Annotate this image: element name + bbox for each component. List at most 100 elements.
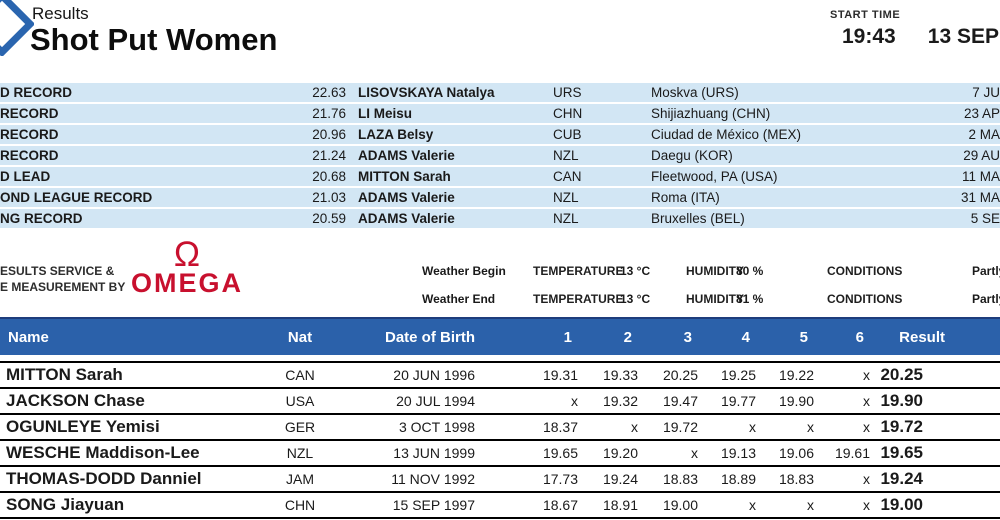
record-mark: 20.59	[312, 211, 346, 226]
attempt-5: x	[807, 497, 814, 513]
record-athlete: ADAMS Valerie	[358, 211, 455, 226]
omega-symbol-icon: Ω	[173, 235, 201, 274]
record-athlete: MITTON Sarah	[358, 169, 451, 184]
conditions-label: CONDITIONS	[827, 264, 903, 278]
page-header: Results Shot Put Women START TIME 19:43 …	[0, 0, 1000, 78]
attempt-3: 19.72	[662, 419, 698, 435]
results-table-header: Name Nat Date of Birth 1 2 3 4 5 6 Resul…	[0, 317, 1000, 355]
humidity-value: 80 %	[736, 264, 764, 278]
column-header-attempt-5: 5	[799, 328, 808, 346]
attempt-2: 19.32	[602, 393, 638, 409]
start-time-value: 19:43	[842, 25, 896, 48]
record-label: OND LEAGUE RECORD	[0, 190, 153, 205]
table-row: THOMAS-DODD Danniel JAM 11 NOV 1992 17.7…	[0, 465, 1000, 491]
best-result: 19.24	[880, 469, 923, 488]
column-header-attempt-2: 2	[623, 328, 632, 346]
record-nat: CHN	[553, 106, 583, 121]
humidity-label: HUMIDITY	[686, 264, 744, 278]
attempt-2: 19.24	[602, 471, 638, 487]
weather-begin-label: Weather Begin	[422, 264, 506, 278]
table-row: JACKSON Chase USA 20 JUL 1994 x 19.32 19…	[0, 387, 1000, 413]
athlete-nat: CHN	[284, 497, 316, 513]
attempt-1: x	[571, 393, 578, 409]
conditions-label: CONDITIONS	[827, 292, 903, 306]
record-date: 7 JU	[972, 85, 1000, 100]
record-nat: CUB	[553, 127, 582, 142]
results-subtitle: Results	[32, 4, 89, 23]
record-nat: URS	[553, 85, 582, 100]
omega-logo: Ω OMEGA	[122, 235, 252, 299]
athlete-name: WESCHE Maddison-Lee	[6, 443, 200, 462]
record-mark: 20.68	[312, 169, 346, 184]
attempt-6: 19.61	[834, 445, 870, 461]
conditions-value: Partly	[972, 292, 1000, 306]
record-venue: Fleetwood, PA (USA)	[651, 169, 778, 184]
athlete-name: JACKSON Chase	[6, 391, 145, 410]
athlete-nat: JAM	[286, 471, 314, 487]
attempt-4: x	[749, 497, 756, 513]
record-nat: NZL	[553, 211, 579, 226]
record-date: 2 MA	[968, 127, 1000, 142]
column-header-attempt-6: 6	[855, 328, 864, 346]
event-date: 13 SEP	[927, 25, 999, 48]
record-label: D RECORD	[0, 85, 73, 100]
records-section: D RECORD 22.63 LISOVSKAYA Natalya URS Mo…	[0, 83, 1000, 228]
attempt-2: 18.91	[602, 497, 638, 513]
temperature-value: 13 °C	[620, 264, 651, 278]
attempt-4: 19.77	[720, 393, 756, 409]
attempt-6: x	[863, 471, 870, 487]
athlete-dob: 20 JUN 1996	[393, 367, 475, 383]
humidity-label: HUMIDITY	[686, 292, 744, 306]
best-result: 19.72	[880, 417, 923, 436]
best-result: 19.00	[880, 495, 923, 514]
conditions-value: Partly	[972, 264, 1000, 278]
athlete-name: SONG Jiayuan	[6, 495, 125, 514]
record-nat: CAN	[553, 169, 582, 184]
column-header-name: Name	[8, 328, 49, 346]
table-row: MITTON Sarah CAN 20 JUN 1996 19.31 19.33…	[0, 361, 1000, 387]
record-date: 11 MA	[961, 169, 1000, 184]
record-athlete: ADAMS Valerie	[358, 148, 455, 163]
athlete-dob: 13 JUN 1999	[393, 445, 475, 461]
record-row: RECORD 20.96 LAZA Belsy CUB Ciudad de Mé…	[0, 125, 1000, 144]
attempt-2: 19.33	[602, 367, 638, 383]
attempt-1: 17.73	[542, 471, 578, 487]
best-result: 19.65	[880, 443, 923, 462]
attempt-4: x	[749, 419, 756, 435]
record-row: OND LEAGUE RECORD 21.03 ADAMS Valerie NZ…	[0, 188, 1000, 207]
attempt-4: 18.89	[720, 471, 756, 487]
record-mark: 22.63	[312, 85, 346, 100]
record-athlete: LI Meisu	[358, 106, 413, 121]
attempt-5: 19.90	[778, 393, 814, 409]
column-header-dob: Date of Birth	[385, 328, 475, 346]
attempt-5: 18.83	[778, 471, 814, 487]
results-table-body: MITTON Sarah CAN 20 JUN 1996 19.31 19.33…	[0, 361, 1000, 519]
attempt-2: 19.20	[602, 445, 638, 461]
record-venue: Moskva (URS)	[651, 85, 739, 100]
results-service-text: ESULTS SERVICE & E MEASUREMENT BY	[0, 263, 125, 295]
service-line-2: E MEASUREMENT BY	[0, 280, 126, 294]
record-venue: Ciudad de México (MEX)	[651, 127, 802, 142]
column-header-attempt-4: 4	[741, 328, 750, 346]
diamond-league-logo-icon	[0, 0, 34, 56]
attempt-3: 20.25	[662, 367, 698, 383]
table-row: WESCHE Maddison-Lee NZL 13 JUN 1999 19.6…	[0, 439, 1000, 465]
start-time-label: START TIME	[830, 9, 901, 21]
record-nat: NZL	[553, 190, 579, 205]
record-row: RECORD 21.76 LI Meisu CHN Shijiazhuang (…	[0, 104, 1000, 123]
attempt-3: 18.83	[662, 471, 698, 487]
record-venue: Bruxelles (BEL)	[651, 211, 745, 226]
athlete-nat: CAN	[285, 367, 315, 383]
record-label: NG RECORD	[0, 211, 83, 226]
attempt-1: 18.37	[542, 419, 578, 435]
temperature-label: TEMPERATURE	[533, 264, 624, 278]
omega-wordmark: OMEGA	[130, 268, 243, 298]
record-mark: 20.96	[312, 127, 346, 142]
attempt-5: 19.06	[778, 445, 814, 461]
athlete-name: THOMAS-DODD Danniel	[6, 469, 202, 488]
attempt-5: 19.22	[778, 367, 814, 383]
athlete-nat: USA	[285, 393, 315, 409]
column-header-attempt-3: 3	[683, 328, 692, 346]
record-venue: Roma (ITA)	[651, 190, 720, 205]
record-row: NG RECORD 20.59 ADAMS Valerie NZL Bruxel…	[0, 209, 1000, 228]
